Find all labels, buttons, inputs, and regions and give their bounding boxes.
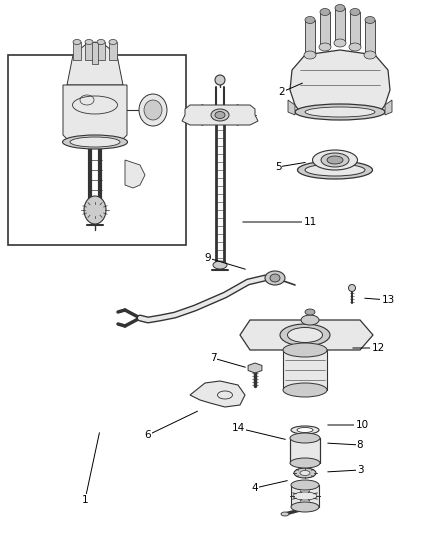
Polygon shape xyxy=(240,320,373,350)
Text: 6: 6 xyxy=(145,430,151,440)
Bar xyxy=(365,20,375,55)
Ellipse shape xyxy=(283,343,327,357)
Ellipse shape xyxy=(297,427,313,432)
Ellipse shape xyxy=(295,104,385,120)
Bar xyxy=(350,12,360,47)
Ellipse shape xyxy=(321,153,349,167)
Text: 5: 5 xyxy=(275,162,281,172)
Ellipse shape xyxy=(291,480,319,490)
Bar xyxy=(97,42,105,60)
Ellipse shape xyxy=(215,75,225,85)
Ellipse shape xyxy=(291,502,319,512)
Ellipse shape xyxy=(211,109,229,121)
Ellipse shape xyxy=(349,285,356,292)
Polygon shape xyxy=(290,50,390,112)
Ellipse shape xyxy=(334,39,346,47)
Polygon shape xyxy=(190,381,245,407)
Ellipse shape xyxy=(305,309,315,315)
Ellipse shape xyxy=(281,512,289,516)
Text: 3: 3 xyxy=(357,465,363,475)
Ellipse shape xyxy=(312,150,357,170)
Text: 14: 14 xyxy=(231,423,245,433)
Bar xyxy=(290,438,320,463)
Bar xyxy=(320,12,330,47)
Polygon shape xyxy=(125,160,145,188)
Ellipse shape xyxy=(364,51,376,59)
Ellipse shape xyxy=(63,135,127,149)
Text: 4: 4 xyxy=(252,483,258,493)
Text: 11: 11 xyxy=(304,217,317,227)
Text: 13: 13 xyxy=(381,295,395,305)
Bar xyxy=(73,42,81,60)
Polygon shape xyxy=(182,105,258,125)
Ellipse shape xyxy=(320,9,330,15)
Bar xyxy=(92,42,98,64)
Bar xyxy=(291,485,319,507)
Polygon shape xyxy=(385,100,392,115)
Ellipse shape xyxy=(300,471,310,475)
Ellipse shape xyxy=(270,274,280,282)
Ellipse shape xyxy=(280,324,330,346)
Ellipse shape xyxy=(305,17,315,23)
Bar xyxy=(335,8,345,43)
Ellipse shape xyxy=(84,196,106,224)
Ellipse shape xyxy=(349,43,361,51)
Ellipse shape xyxy=(294,468,316,478)
Ellipse shape xyxy=(291,426,319,434)
Text: 7: 7 xyxy=(210,353,216,363)
Bar xyxy=(85,42,93,60)
Ellipse shape xyxy=(85,39,93,44)
Ellipse shape xyxy=(70,137,120,147)
Ellipse shape xyxy=(213,261,227,269)
Polygon shape xyxy=(67,42,123,85)
Ellipse shape xyxy=(319,43,331,51)
Ellipse shape xyxy=(305,164,365,176)
Ellipse shape xyxy=(305,107,375,117)
Bar xyxy=(109,42,117,60)
Ellipse shape xyxy=(350,9,360,15)
Text: 9: 9 xyxy=(205,253,211,263)
Ellipse shape xyxy=(304,51,316,59)
Ellipse shape xyxy=(97,39,105,44)
Ellipse shape xyxy=(215,111,225,118)
Ellipse shape xyxy=(327,156,343,164)
Text: 12: 12 xyxy=(371,343,385,353)
Polygon shape xyxy=(63,85,127,142)
Bar xyxy=(8,55,186,245)
Polygon shape xyxy=(288,100,295,115)
Text: 1: 1 xyxy=(82,495,88,505)
Polygon shape xyxy=(248,363,262,373)
Ellipse shape xyxy=(144,100,162,120)
Text: 2: 2 xyxy=(279,87,285,97)
Ellipse shape xyxy=(365,17,375,23)
Ellipse shape xyxy=(287,327,322,343)
Ellipse shape xyxy=(290,433,320,443)
Ellipse shape xyxy=(290,458,320,468)
Ellipse shape xyxy=(297,161,372,179)
Bar xyxy=(305,20,315,55)
Ellipse shape xyxy=(283,383,327,397)
Ellipse shape xyxy=(73,39,81,44)
Ellipse shape xyxy=(139,94,167,126)
Ellipse shape xyxy=(109,39,117,44)
Polygon shape xyxy=(283,350,327,390)
Text: 8: 8 xyxy=(357,440,363,450)
Ellipse shape xyxy=(335,4,345,12)
Ellipse shape xyxy=(265,271,285,285)
Text: 10: 10 xyxy=(356,420,368,430)
Ellipse shape xyxy=(301,315,319,325)
